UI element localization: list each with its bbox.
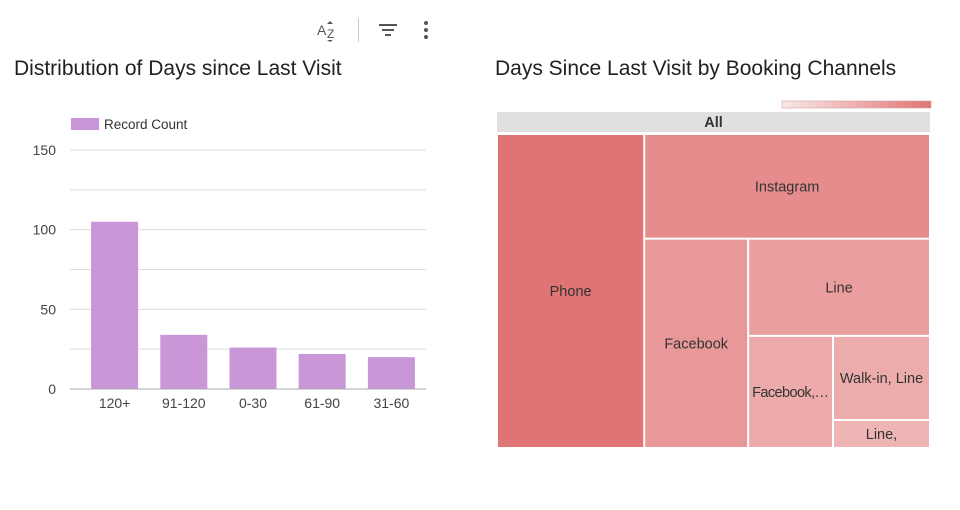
treemap-root-label: All [704,115,723,131]
bar [298,353,346,389]
treemap-chart: All Phone Instagram Facebook Line Facebook,… W… [497,100,932,447]
more-options-button[interactable] [410,14,442,46]
chart-toolbar: A Z [310,14,450,48]
treemap-root-header [497,112,930,132]
treemap-cell-phone [498,135,644,447]
svg-text:Z: Z [327,27,334,41]
x-tick-label: 0-30 [239,395,267,411]
y-tick-label: 0 [48,381,56,397]
treemap-cell-label: Walk-in, Line [840,371,923,387]
sort-az-button[interactable]: A Z [312,14,344,46]
sort-az-icon: A Z [317,21,334,42]
filter-icon [379,24,397,36]
color-scale-legend [781,100,932,109]
x-tick-label: 31-60 [373,395,409,411]
bar [160,334,208,389]
treemap-cell-label: Line, [866,427,897,443]
legend-label: Record Count [104,117,188,132]
y-tick-label: 150 [33,142,57,158]
bar [229,347,277,389]
svg-text:A: A [317,22,327,38]
more-vert-icon [424,21,428,39]
bar-chart-title: Distribution of Days since Last Visit [14,57,342,80]
treemap-cell-instagram [645,135,929,238]
treemap-cell-label: Phone [550,284,592,300]
treemap-title: Days Since Last Visit by Booking Channel… [495,57,897,80]
treemap-cell-label: Instagram [755,179,819,195]
bar [367,357,415,389]
treemap-cell-label: Line [825,280,852,296]
toolbar-divider [358,18,359,42]
treemap-cell-label: Facebook,… [752,385,829,401]
bar [91,221,139,389]
y-tick-label: 50 [40,301,56,317]
y-tick-label: 100 [33,222,57,238]
treemap-cell-walk-in-line [834,336,929,419]
legend-swatch [71,118,99,130]
filter-button[interactable] [372,14,404,46]
treemap-cell-line [749,239,929,335]
x-tick-label: 61-90 [304,395,340,411]
x-tick-label: 91-120 [162,395,206,411]
treemap-cell-line [834,420,929,447]
x-tick-label: 120+ [99,395,131,411]
treemap-cell-facebook [749,336,833,447]
bar-chart: 0 50 100 150 120+ 91-120 0-30 61-90 31-60 Record … [33,117,426,411]
treemap-cell-facebook [645,239,748,447]
treemap-cell-label: Facebook [664,336,728,352]
